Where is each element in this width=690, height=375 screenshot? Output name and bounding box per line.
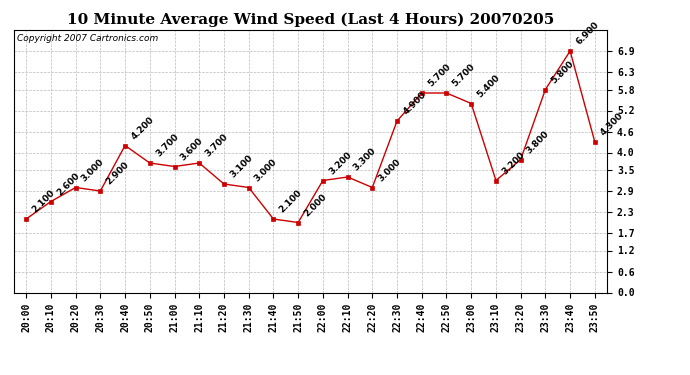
- Text: 2.100: 2.100: [277, 189, 304, 215]
- Text: 5.800: 5.800: [549, 59, 576, 86]
- Text: 3.100: 3.100: [228, 154, 255, 180]
- Text: 2.600: 2.600: [55, 171, 81, 197]
- Text: 3.000: 3.000: [80, 157, 106, 183]
- Text: 2.000: 2.000: [302, 192, 328, 218]
- Text: 5.700: 5.700: [451, 63, 477, 89]
- Text: 5.700: 5.700: [426, 63, 452, 89]
- Text: 3.300: 3.300: [352, 147, 378, 173]
- Text: 3.000: 3.000: [377, 157, 403, 183]
- Text: 3.700: 3.700: [154, 132, 180, 159]
- Text: 4.200: 4.200: [129, 115, 155, 141]
- Text: 3.600: 3.600: [179, 136, 205, 162]
- Text: 3.800: 3.800: [525, 129, 551, 155]
- Text: 3.200: 3.200: [327, 150, 353, 176]
- Text: 6.900: 6.900: [574, 21, 600, 47]
- Text: 3.200: 3.200: [500, 150, 526, 176]
- Text: 4.300: 4.300: [599, 111, 625, 138]
- Title: 10 Minute Average Wind Speed (Last 4 Hours) 20070205: 10 Minute Average Wind Speed (Last 4 Hou…: [67, 13, 554, 27]
- Text: 2.900: 2.900: [104, 160, 131, 187]
- Text: 4.900: 4.900: [401, 90, 428, 117]
- Text: 2.100: 2.100: [30, 189, 57, 215]
- Text: 3.700: 3.700: [204, 132, 230, 159]
- Text: Copyright 2007 Cartronics.com: Copyright 2007 Cartronics.com: [17, 34, 158, 43]
- Text: 3.000: 3.000: [253, 157, 279, 183]
- Text: 5.400: 5.400: [475, 73, 502, 99]
